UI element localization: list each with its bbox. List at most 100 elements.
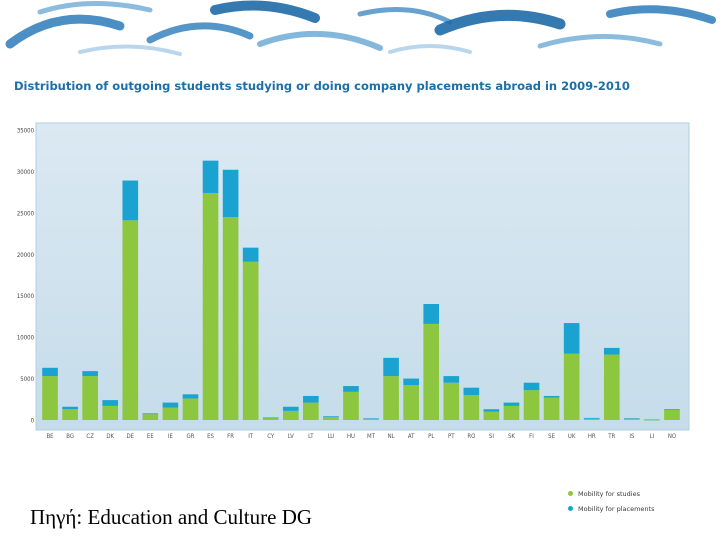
x-tick-label: CZ bbox=[86, 433, 94, 440]
bar-studies-hr bbox=[583, 418, 600, 420]
bar-studies-gr bbox=[182, 398, 199, 420]
x-tick-label: MT bbox=[367, 433, 376, 440]
bar-studies-cz bbox=[82, 376, 98, 420]
bar-studies-it bbox=[242, 261, 259, 420]
source-note: Πηγή: Education and Culture DG bbox=[30, 505, 313, 529]
legend-swatch-placements bbox=[568, 506, 573, 511]
bar-placements-at bbox=[403, 378, 419, 386]
y-tick-label: 5000 bbox=[20, 376, 34, 383]
bar-placements-lu bbox=[323, 416, 339, 418]
bar-studies-pt bbox=[443, 382, 460, 420]
bar-studies-sk bbox=[503, 405, 520, 420]
x-tick-label: IE bbox=[168, 433, 174, 440]
bar-studies-is bbox=[624, 418, 640, 420]
bar-placements-sk bbox=[503, 402, 520, 406]
bar-placements-gr bbox=[182, 394, 199, 399]
x-tick-label: LU bbox=[328, 433, 335, 440]
bar-placements-fi bbox=[523, 382, 540, 391]
legend-label-placements: Mobility for placements bbox=[578, 504, 655, 513]
bar-chart: 0 5000 10000 15000 20000 25000 30000 35000 BE BG C… bbox=[17, 122, 690, 440]
y-tick-label: 35000 bbox=[17, 128, 35, 135]
bar-placements-lv bbox=[282, 406, 299, 411]
x-tick-label: ES bbox=[207, 433, 214, 440]
bar-placements-es bbox=[202, 160, 219, 193]
y-tick-label: 20000 bbox=[17, 252, 35, 259]
bar-placements-si bbox=[483, 409, 500, 412]
y-tick-label: 25000 bbox=[17, 210, 35, 217]
x-tick-label: BG bbox=[66, 433, 74, 440]
bar-studies-uk bbox=[563, 353, 580, 420]
bar-studies-de bbox=[122, 220, 139, 420]
x-tick-label: FR bbox=[227, 433, 234, 440]
bar-placements-cz bbox=[82, 371, 98, 377]
bar-placements-de bbox=[122, 180, 139, 221]
x-tick-label: GR bbox=[187, 433, 195, 440]
bar-studies-cy bbox=[262, 417, 279, 420]
x-tick-label: SK bbox=[508, 433, 515, 440]
bar-studies-nl bbox=[383, 376, 399, 420]
plot-area bbox=[35, 122, 690, 431]
bar-placements-be bbox=[42, 367, 58, 377]
bar-placements-pl bbox=[423, 304, 440, 324]
bar-placements-fr bbox=[222, 169, 239, 217]
bar-studies-at bbox=[403, 385, 419, 420]
bar-placements-ie bbox=[162, 402, 179, 408]
x-tick-label: DE bbox=[126, 433, 134, 440]
bar-placements-li bbox=[644, 419, 660, 421]
legend-label-studies: Mobility for studies bbox=[578, 489, 640, 498]
x-tick-label: HU bbox=[347, 433, 355, 440]
decorative-banner bbox=[0, 0, 720, 58]
bar-placements-ro bbox=[463, 387, 480, 396]
bar-studies-fr bbox=[222, 217, 239, 420]
bar-placements-it bbox=[242, 247, 259, 262]
x-tick-label: RO bbox=[467, 433, 475, 440]
bar-studies-bg bbox=[62, 409, 78, 420]
legend-swatch-studies bbox=[568, 491, 573, 496]
bar-studies-fi bbox=[523, 390, 540, 420]
brush-stroke-pattern bbox=[5, 0, 716, 56]
y-tick-label: 15000 bbox=[17, 293, 35, 300]
bar-studies-lt bbox=[303, 402, 319, 420]
legend-item-studies: Mobility for studies bbox=[568, 486, 718, 501]
bar-placements-tr bbox=[603, 347, 620, 355]
bar-studies-no bbox=[664, 410, 680, 420]
x-tick-label: SE bbox=[548, 433, 555, 440]
bar-placements-lt bbox=[303, 395, 319, 403]
bar-studies-dk bbox=[102, 405, 119, 420]
x-tick-label: NL bbox=[388, 433, 395, 440]
bar-placements-cy bbox=[262, 417, 279, 419]
bar-studies-ie bbox=[162, 407, 179, 420]
bar-studies-lv bbox=[282, 410, 299, 420]
x-tick-label: FI bbox=[529, 433, 534, 440]
x-tick-label: NO bbox=[668, 433, 676, 440]
x-tick-label: AT bbox=[408, 433, 415, 440]
x-tick-label: UK bbox=[568, 433, 576, 440]
bar-studies-ee bbox=[142, 414, 159, 420]
x-tick-label: HR bbox=[588, 433, 596, 440]
bar-placements-hr bbox=[583, 417, 600, 419]
x-tick-label: DK bbox=[106, 433, 114, 440]
bar-studies-hu bbox=[343, 391, 359, 420]
bar-studies-be bbox=[42, 376, 58, 420]
y-tick-label: 10000 bbox=[17, 335, 35, 342]
bar-studies-mt bbox=[363, 418, 379, 420]
bar-studies-tr bbox=[603, 354, 620, 420]
x-tick-label: LV bbox=[288, 433, 294, 440]
chart-title: Distribution of outgoing students studyi… bbox=[14, 79, 630, 93]
bar-studies-pl bbox=[423, 323, 440, 420]
bar-placements-nl bbox=[383, 357, 399, 377]
bar-studies-se bbox=[543, 397, 560, 420]
x-tick-label: PT bbox=[448, 433, 455, 440]
bar-placements-bg bbox=[62, 406, 78, 410]
x-tick-label: IT bbox=[248, 433, 254, 440]
bar-placements-hu bbox=[343, 386, 359, 392]
legend-item-placements: Mobility for placements bbox=[568, 501, 718, 516]
x-tick-label: SI bbox=[489, 433, 494, 440]
bar-placements-dk bbox=[102, 400, 119, 406]
bar-placements-ee bbox=[142, 413, 159, 415]
x-tick-label: IS bbox=[629, 433, 635, 440]
x-tick-label: BE bbox=[46, 433, 54, 440]
chart-legend: Mobility for studies Mobility for placem… bbox=[568, 486, 718, 516]
bar-placements-uk bbox=[563, 323, 580, 354]
x-tick-label: LI bbox=[650, 433, 655, 440]
